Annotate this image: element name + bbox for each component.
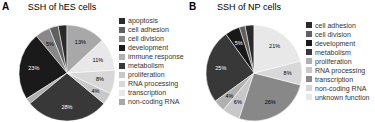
svg-text:13%: 13% — [75, 39, 86, 45]
html-text:SSH of NP cells: SSH of NP cells — [217, 2, 281, 12]
html-text:cell adhesion: cell adhesion — [128, 26, 169, 33]
svg-text:21%: 21% — [269, 43, 280, 49]
svg-text:25%: 25% — [215, 65, 226, 71]
svg-text:5%: 5% — [235, 40, 243, 46]
svg-text:6%: 6% — [234, 99, 242, 105]
html-text:transcription: transcription — [128, 89, 167, 96]
html-text:RNA processing: RNA processing — [128, 80, 179, 87]
html-text:A: A — [2, 1, 10, 12]
html-text:apoptosis: apoptosis — [128, 17, 158, 24]
html-text:B: B — [189, 1, 197, 12]
html-text:non-coding RNA: non-coding RNA — [128, 98, 180, 105]
svg-text:4%: 4% — [226, 93, 234, 99]
html-text:proliferation: proliferation — [315, 57, 352, 65]
html-text:RNA processing: RNA processing — [315, 66, 366, 74]
svg-text:8%: 8% — [284, 70, 292, 76]
html-text:SSH of hES cells: SSH of hES cells — [27, 2, 97, 12]
svg-text:4%: 4% — [91, 88, 99, 94]
html-text:development: development — [315, 39, 356, 47]
svg-text:23%: 23% — [28, 65, 39, 71]
svg-text:8%: 8% — [96, 76, 104, 82]
html-text:immune response: immune response — [128, 53, 184, 60]
html-text:metabolism: metabolism — [315, 48, 351, 56]
html-text:development: development — [128, 44, 169, 51]
svg-text:5%: 5% — [46, 41, 54, 47]
svg-text:26%: 26% — [265, 99, 276, 105]
svg-text:28%: 28% — [61, 104, 72, 110]
svg-text:11%: 11% — [93, 57, 104, 63]
html-text:unknown function: unknown function — [315, 93, 370, 101]
html-text:cell division: cell division — [315, 30, 351, 38]
html-text:cell division: cell division — [128, 35, 164, 42]
html-text:proliferation: proliferation — [128, 71, 165, 78]
html-text:non-coding RNA: non-coding RNA — [315, 84, 367, 92]
html-text:transcription: transcription — [315, 75, 354, 83]
html-text:metabolism: metabolism — [128, 62, 164, 69]
html-text:cell adhesion: cell adhesion — [315, 21, 356, 29]
